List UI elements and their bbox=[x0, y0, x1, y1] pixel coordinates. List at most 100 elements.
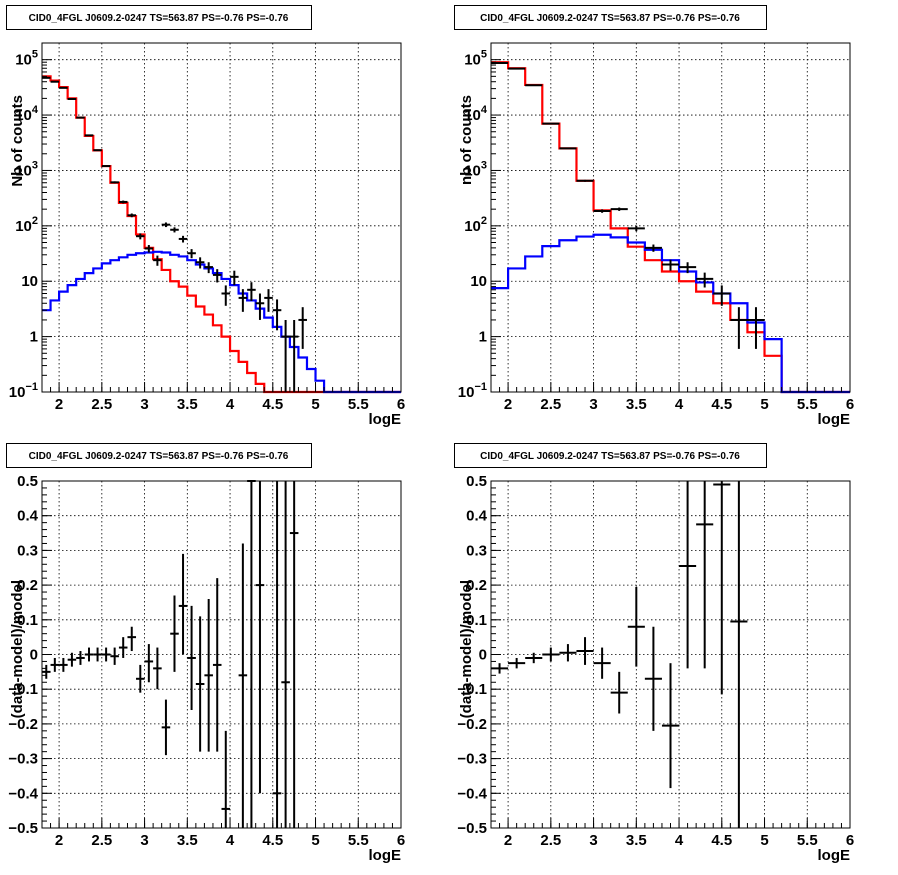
x-tick-label: 5 bbox=[760, 396, 768, 413]
x-tick-label: 6 bbox=[397, 396, 405, 413]
data-point bbox=[161, 222, 171, 228]
x-tick-label: 5 bbox=[760, 832, 768, 849]
data-point bbox=[195, 616, 205, 752]
data-point bbox=[576, 179, 594, 182]
data-point bbox=[204, 262, 213, 274]
data-point bbox=[747, 307, 765, 349]
data-point bbox=[230, 270, 239, 286]
x-tick-label: 5.5 bbox=[348, 396, 369, 413]
chart-title: CID0_4FGL J0609.2-0247 TS=563.87 PS=-0.7… bbox=[29, 451, 289, 462]
data-point bbox=[272, 299, 282, 331]
x-tick-label: 5.5 bbox=[797, 832, 818, 849]
y-tick-label: 0.1 bbox=[17, 612, 38, 629]
data-point bbox=[238, 289, 248, 312]
x-tick-label: 4 bbox=[226, 832, 235, 849]
data-point bbox=[221, 285, 231, 306]
x-tick-label: 2.5 bbox=[91, 396, 112, 413]
x-tick-label: 3.5 bbox=[177, 832, 198, 849]
x-tick-label: 4.5 bbox=[262, 396, 283, 413]
data-point bbox=[272, 481, 282, 828]
data-point bbox=[610, 207, 628, 211]
data-point bbox=[76, 116, 85, 119]
x-axis-label: logE bbox=[818, 847, 851, 864]
data-point bbox=[76, 651, 85, 665]
y-tick-label: −0.1 bbox=[8, 681, 38, 698]
x-tick-label: 3.5 bbox=[626, 396, 647, 413]
data-point bbox=[542, 647, 560, 662]
panel-3: CID0_4FGL J0609.2-0247 TS=563.87 PS=-0.7… bbox=[6, 443, 405, 864]
title-box bbox=[6, 443, 312, 468]
y-tick-label: 1 bbox=[30, 329, 38, 346]
data-point bbox=[67, 652, 77, 667]
data-point bbox=[195, 257, 205, 269]
x-tick-label: 6 bbox=[846, 396, 854, 413]
series-step-blue bbox=[42, 250, 401, 394]
data-point bbox=[101, 165, 111, 168]
data-point bbox=[696, 481, 714, 669]
data-point bbox=[542, 122, 560, 125]
chart-title: CID0_4FGL J0609.2-0247 TS=563.87 PS=-0.7… bbox=[29, 13, 289, 24]
data-point bbox=[713, 481, 731, 695]
data-point bbox=[93, 149, 102, 152]
data-point bbox=[679, 262, 697, 274]
panel-1: CID0_4FGL J0609.2-0247 TS=563.87 PS=-0.7… bbox=[6, 5, 405, 428]
data-point bbox=[696, 272, 714, 288]
y-tick-label: 1 bbox=[479, 329, 487, 346]
data-point bbox=[289, 319, 299, 392]
x-axis-label: logE bbox=[369, 411, 402, 428]
data-point bbox=[170, 595, 179, 672]
x-tick-label: 6 bbox=[397, 832, 405, 849]
x-tick-label: 5.5 bbox=[797, 396, 818, 413]
y-tick-label: 103 bbox=[464, 159, 487, 179]
data-point bbox=[118, 637, 128, 658]
data-point bbox=[178, 235, 188, 243]
data-point bbox=[730, 307, 748, 349]
data-point bbox=[110, 647, 119, 665]
data-point bbox=[212, 269, 222, 283]
y-tick-label: 105 bbox=[464, 49, 487, 69]
data-point bbox=[644, 626, 662, 731]
data-point bbox=[42, 664, 51, 679]
title-box bbox=[454, 5, 767, 30]
x-tick-label: 4.5 bbox=[711, 832, 732, 849]
data-point bbox=[298, 307, 307, 349]
data-point bbox=[255, 481, 265, 794]
x-tick-label: 2 bbox=[55, 396, 63, 413]
y-tick-label: 0.5 bbox=[17, 473, 38, 490]
y-axis-label: (data-model)/model bbox=[9, 580, 26, 718]
data-point bbox=[247, 282, 256, 301]
y-tick-label: −0.2 bbox=[8, 716, 38, 733]
data-point bbox=[576, 637, 594, 665]
y-tick-label: 103 bbox=[15, 159, 38, 179]
data-point bbox=[593, 647, 611, 679]
data-point bbox=[713, 285, 731, 306]
y-tick-label: −0.3 bbox=[457, 751, 487, 768]
y-axis-label: nb of counts bbox=[458, 95, 475, 185]
y-tick-label: 104 bbox=[15, 104, 39, 124]
data-point bbox=[50, 657, 60, 672]
data-point bbox=[559, 644, 577, 662]
y-tick-label: −0.5 bbox=[8, 820, 38, 837]
plot-area bbox=[491, 43, 850, 392]
data-point bbox=[627, 586, 645, 667]
y-tick-label: 10−1 bbox=[9, 381, 38, 401]
chart-title: CID0_4FGL J0609.2-0247 TS=563.87 PS=-0.7… bbox=[480, 451, 740, 462]
x-tick-label: 4.5 bbox=[262, 832, 283, 849]
y-tick-label: 0.3 bbox=[466, 542, 487, 559]
x-tick-label: 2 bbox=[504, 396, 512, 413]
data-point bbox=[525, 652, 543, 664]
y-tick-label: −0.3 bbox=[8, 751, 38, 768]
x-tick-label: 4 bbox=[675, 396, 684, 413]
x-tick-label: 2.5 bbox=[91, 832, 112, 849]
data-point bbox=[136, 664, 145, 693]
data-point bbox=[59, 657, 68, 672]
data-point bbox=[661, 663, 680, 789]
y-tick-label: 0.4 bbox=[17, 508, 39, 525]
y-tick-label: 0.5 bbox=[466, 473, 487, 490]
x-tick-label: 5 bbox=[311, 396, 319, 413]
x-tick-label: 2.5 bbox=[540, 832, 561, 849]
y-tick-label: −0.4 bbox=[457, 785, 487, 802]
x-tick-label: 4 bbox=[675, 832, 684, 849]
x-tick-label: 3 bbox=[140, 832, 148, 849]
x-tick-label: 3.5 bbox=[626, 832, 647, 849]
